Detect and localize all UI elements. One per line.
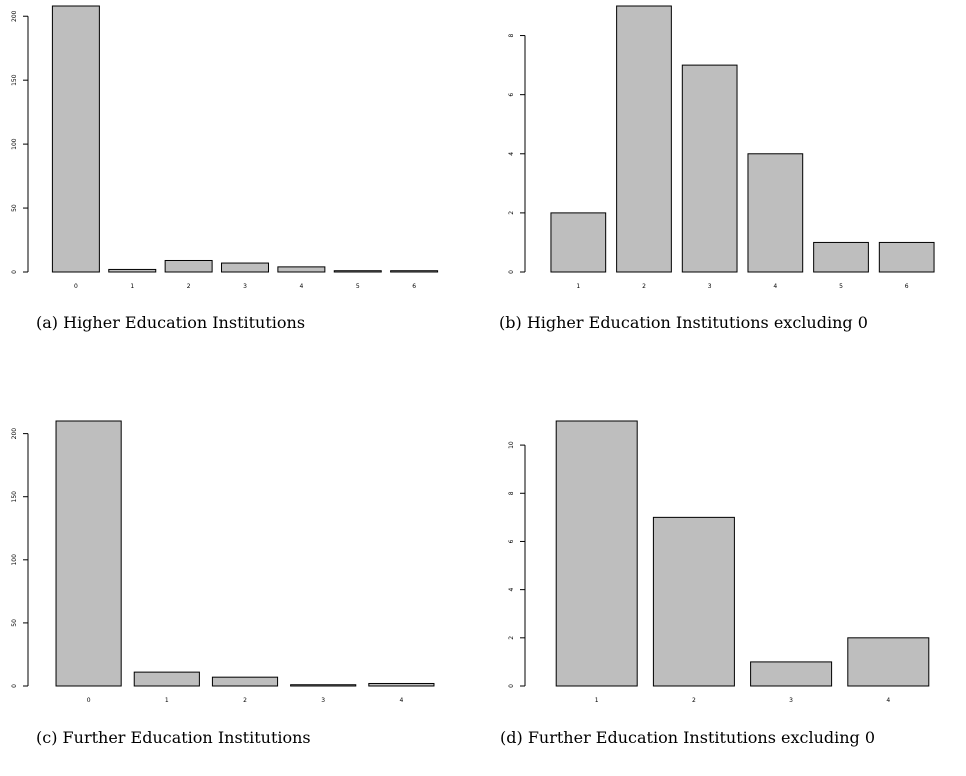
y-tick-label: 2: [508, 211, 515, 215]
x-tick-label: 3: [708, 283, 712, 290]
bar-1: [133, 671, 200, 687]
bar-chart-b: 1 2 3 4 5 6 0 2 4 6 8: [508, 5, 935, 290]
bar-4: [277, 266, 326, 273]
bar-3: [290, 684, 357, 687]
x-tick-label: 4: [886, 697, 890, 704]
y-tick-label: 6: [508, 93, 515, 97]
caption-d: (d) Further Education Institutions exclu…: [500, 728, 876, 747]
bar-3: [681, 64, 738, 273]
y-tick-label: 0: [508, 684, 515, 688]
y-tick-label: 150: [11, 491, 18, 503]
y-tick-label: 200: [11, 10, 18, 22]
y-tick-label: 50: [11, 204, 18, 212]
x-tick-label: 2: [692, 697, 696, 704]
bar-1: [555, 420, 638, 687]
bar-chart-c: 0 1 2 3 4 0 50 100 150 200: [11, 420, 435, 704]
y-tick-label: 100: [11, 554, 18, 566]
bar-2: [164, 259, 213, 273]
y-tick-label: 4: [508, 152, 515, 156]
y-tick-label: 8: [508, 491, 515, 495]
x-tick-label: 1: [576, 283, 580, 290]
bar-0: [55, 420, 122, 687]
x-tick-label: 6: [905, 283, 909, 290]
caption-a: (a) Higher Education Institutions: [36, 313, 306, 332]
bar-3: [750, 661, 833, 687]
bar-3: [221, 262, 269, 273]
x-tick-label: 0: [87, 697, 91, 704]
x-tick-label: 2: [243, 697, 247, 704]
bar-1: [550, 212, 607, 273]
x-tick-label: 2: [187, 283, 191, 290]
chart-panel-c: 0 1 2 3 4 0 50 100 150 200 (c) Further Education …: [0, 415, 455, 758]
y-tick-label: 8: [508, 33, 515, 37]
caption-c: (c) Further Education Institutions: [36, 728, 311, 747]
bar-4: [368, 682, 435, 687]
caption-b: (b) Higher Education Institutions exclud…: [499, 313, 868, 332]
bar-chart-a: 0 1 2 3 4 5 6 0 50 100 150 200: [11, 5, 439, 290]
x-tick-label: 5: [839, 283, 843, 290]
x-tick-label: 3: [789, 697, 793, 704]
x-tick-label: 4: [399, 697, 403, 704]
y-tick-label: 6: [508, 539, 515, 543]
y-tick-label: 10: [508, 441, 515, 449]
x-tick-label: 3: [243, 283, 247, 290]
y-tick-label: 50: [11, 619, 18, 627]
chart-panel-d: 1 2 3 4 0 2 4 6 8 10 (d) Further Education Instit…: [500, 415, 955, 758]
bar-6: [878, 241, 935, 273]
y-tick-label: 150: [11, 74, 18, 86]
y-tick-label: 0: [11, 270, 18, 274]
bar-5: [333, 270, 382, 273]
y-tick-label: 0: [11, 684, 18, 688]
x-tick-label: 4: [299, 283, 303, 290]
bar-2: [616, 5, 672, 273]
x-tick-label: 5: [356, 283, 360, 290]
x-tick-label: 3: [321, 697, 325, 704]
x-tick-label: 0: [74, 283, 78, 290]
bar-1: [108, 268, 157, 273]
bar-chart-d: 1 2 3 4 0 2 4 6 8 10: [508, 420, 930, 704]
y-tick-label: 100: [11, 138, 18, 150]
x-tick-label: 2: [642, 283, 646, 290]
x-tick-label: 4: [773, 283, 777, 290]
bar-6: [390, 270, 439, 273]
y-tick-label: 2: [508, 636, 515, 640]
bar-2: [652, 516, 735, 687]
chart-panel-a: 0 1 2 3 4 5 6 0 50 100 150 200 (a) Higher Education…: [0, 0, 455, 343]
y-tick-label: 200: [11, 428, 18, 440]
bar-4: [747, 153, 804, 273]
x-tick-label: 6: [412, 283, 416, 290]
bar-4: [847, 637, 930, 687]
y-tick-label: 0: [508, 270, 515, 274]
bar-5: [813, 241, 869, 273]
x-tick-label: 1: [165, 697, 169, 704]
bar-2: [211, 676, 279, 687]
x-tick-label: 1: [130, 283, 134, 290]
chart-panel-b: 1 2 3 4 5 6 0 2 4 6 8 (b) Higher Education Institu…: [499, 0, 955, 343]
bar-0: [51, 5, 100, 273]
y-tick-label: 4: [508, 588, 515, 592]
x-tick-label: 1: [595, 697, 599, 704]
